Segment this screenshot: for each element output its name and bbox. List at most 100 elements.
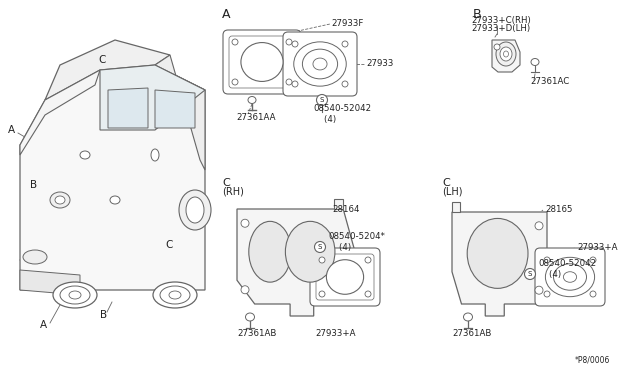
Ellipse shape — [53, 282, 97, 308]
Ellipse shape — [241, 42, 283, 81]
Text: 28164: 28164 — [332, 205, 360, 215]
Polygon shape — [237, 209, 355, 316]
FancyBboxPatch shape — [310, 248, 380, 306]
Ellipse shape — [153, 282, 197, 308]
Ellipse shape — [544, 291, 550, 297]
Text: 28165: 28165 — [545, 205, 573, 215]
Ellipse shape — [319, 257, 325, 263]
Polygon shape — [452, 212, 547, 316]
Text: 08540-52042
    (4): 08540-52042 (4) — [538, 259, 596, 279]
Ellipse shape — [342, 41, 348, 47]
FancyBboxPatch shape — [316, 254, 374, 300]
Ellipse shape — [365, 291, 371, 297]
Text: 27933+C(RH): 27933+C(RH) — [471, 16, 531, 25]
Ellipse shape — [563, 272, 577, 282]
Ellipse shape — [496, 42, 516, 66]
Text: (RH): (RH) — [222, 187, 244, 197]
Text: B: B — [30, 180, 37, 190]
Text: C: C — [98, 55, 106, 65]
Text: A: A — [222, 9, 230, 22]
Ellipse shape — [590, 257, 596, 263]
Text: C: C — [442, 178, 450, 188]
FancyBboxPatch shape — [283, 32, 357, 96]
Text: *P8/0006: *P8/0006 — [575, 356, 611, 365]
Ellipse shape — [69, 291, 81, 299]
Text: 27933: 27933 — [366, 60, 394, 68]
Polygon shape — [155, 55, 205, 170]
Ellipse shape — [554, 264, 586, 290]
Text: 27933+D(LH): 27933+D(LH) — [471, 23, 530, 32]
Polygon shape — [20, 70, 100, 155]
Ellipse shape — [292, 81, 298, 87]
Text: C: C — [222, 178, 230, 188]
Text: S: S — [528, 271, 532, 277]
Ellipse shape — [23, 250, 47, 264]
Polygon shape — [20, 270, 80, 295]
Ellipse shape — [535, 286, 543, 294]
Ellipse shape — [500, 47, 512, 61]
Text: 08540-5204*
    (4): 08540-5204* (4) — [328, 232, 385, 252]
Ellipse shape — [60, 286, 90, 304]
Ellipse shape — [110, 196, 120, 204]
Ellipse shape — [494, 44, 500, 50]
Ellipse shape — [241, 286, 249, 294]
Polygon shape — [452, 202, 460, 212]
FancyBboxPatch shape — [229, 36, 295, 88]
Ellipse shape — [313, 58, 327, 70]
Polygon shape — [108, 88, 148, 128]
Ellipse shape — [151, 149, 159, 161]
Ellipse shape — [545, 257, 595, 297]
Ellipse shape — [286, 79, 292, 85]
Ellipse shape — [232, 39, 238, 45]
Ellipse shape — [248, 96, 256, 103]
Text: A: A — [40, 320, 47, 330]
Ellipse shape — [249, 221, 291, 282]
Ellipse shape — [544, 257, 550, 263]
Polygon shape — [155, 90, 195, 128]
Text: S: S — [318, 244, 322, 250]
Ellipse shape — [160, 286, 190, 304]
Text: 27361AB: 27361AB — [237, 330, 276, 339]
Ellipse shape — [302, 49, 338, 79]
Polygon shape — [20, 65, 205, 290]
Ellipse shape — [365, 257, 371, 263]
Ellipse shape — [55, 196, 65, 204]
Text: B: B — [473, 9, 482, 22]
Ellipse shape — [241, 219, 249, 227]
Polygon shape — [45, 40, 170, 100]
Ellipse shape — [294, 42, 346, 86]
Ellipse shape — [246, 313, 255, 321]
Ellipse shape — [326, 260, 364, 294]
Text: 27361AC: 27361AC — [530, 77, 569, 87]
Text: 27933+A: 27933+A — [315, 330, 355, 339]
Polygon shape — [492, 40, 520, 72]
Ellipse shape — [50, 192, 70, 208]
Ellipse shape — [232, 79, 238, 85]
Text: 27933F: 27933F — [331, 19, 364, 29]
Ellipse shape — [285, 221, 335, 282]
Text: 27361AA: 27361AA — [236, 112, 275, 122]
Ellipse shape — [531, 58, 539, 65]
Text: B: B — [100, 310, 107, 320]
Ellipse shape — [314, 241, 326, 253]
Text: 08540-52042
    (4): 08540-52042 (4) — [313, 104, 371, 124]
Ellipse shape — [342, 81, 348, 87]
Ellipse shape — [286, 39, 292, 45]
Text: A: A — [8, 125, 15, 135]
Ellipse shape — [292, 41, 298, 47]
Ellipse shape — [535, 222, 543, 230]
Polygon shape — [334, 199, 343, 209]
Text: C: C — [165, 240, 172, 250]
Ellipse shape — [463, 313, 472, 321]
Polygon shape — [100, 65, 205, 130]
Text: 27933+A: 27933+A — [577, 243, 618, 251]
Text: 27361AB: 27361AB — [452, 330, 492, 339]
Text: (LH): (LH) — [442, 187, 463, 197]
Ellipse shape — [590, 291, 596, 297]
Text: S: S — [320, 97, 324, 103]
Ellipse shape — [186, 197, 204, 223]
Ellipse shape — [80, 151, 90, 159]
Ellipse shape — [467, 218, 528, 288]
FancyBboxPatch shape — [223, 30, 301, 94]
Ellipse shape — [179, 190, 211, 230]
